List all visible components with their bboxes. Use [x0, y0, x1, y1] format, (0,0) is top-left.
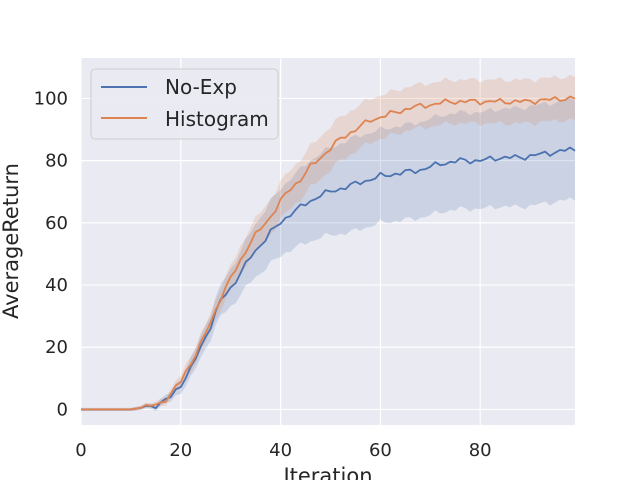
confidence-band-histogram — [81, 74, 575, 412]
x-tick-labels: 0 20 40 60 80 — [75, 440, 491, 461]
y-tick-label: 100 — [34, 88, 68, 109]
x-axis-label: Iteration — [283, 464, 372, 480]
confidence-band-no-exp — [81, 97, 575, 412]
series-line-histogram — [81, 95, 576, 411]
series-line-no-exp — [81, 146, 576, 411]
confidence-bands — [81, 74, 575, 412]
y-tick-labels: 0 20 40 60 80 100 — [34, 88, 68, 420]
y-tick-label: 60 — [45, 213, 68, 234]
y-tick-label: 20 — [45, 337, 68, 358]
y-axis-label: AverageReturn — [0, 163, 23, 319]
y-tick-label: 80 — [45, 151, 68, 172]
x-tick-label: 0 — [75, 440, 86, 461]
legend: No-Exp Histogram — [90, 68, 279, 140]
legend-label-histogram: Histogram — [165, 107, 269, 131]
x-tick-label: 60 — [369, 440, 392, 461]
legend-label-no-exp: No-Exp — [165, 75, 237, 99]
y-tick-label: 40 — [45, 275, 68, 296]
x-tick-label: 40 — [269, 440, 292, 461]
y-tick-label: 0 — [57, 399, 68, 420]
x-tick-label: 20 — [169, 440, 192, 461]
x-tick-label: 80 — [469, 440, 492, 461]
grid — [80, 58, 575, 425]
series-lines — [81, 95, 576, 411]
